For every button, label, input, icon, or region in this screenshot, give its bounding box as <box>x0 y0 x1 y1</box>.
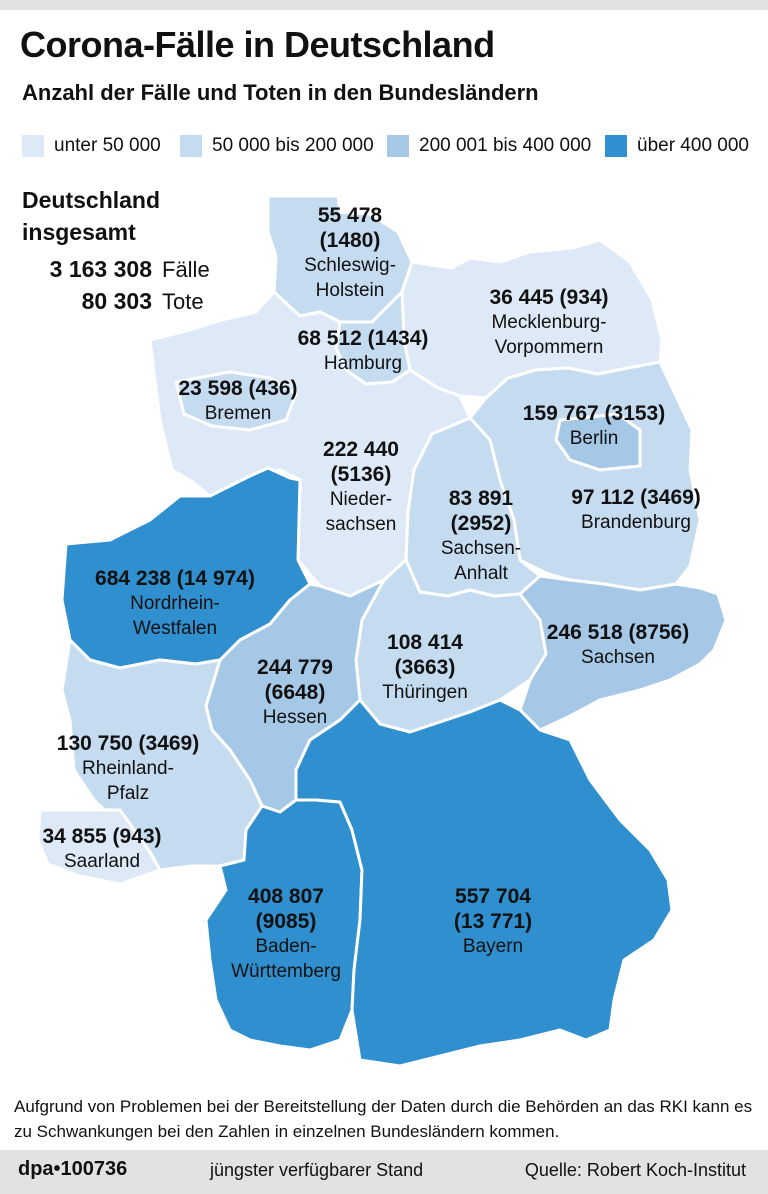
label-sachsen-anhalt: 83 891 (2952) Sachsen- Anhalt <box>441 486 521 586</box>
legend-label: unter 50 000 <box>54 135 161 156</box>
label-hamburg: 68 512 (1434) Hamburg <box>298 326 429 376</box>
total-cases-row: 3 163 308 Fälle <box>22 256 210 288</box>
state-name: Baden- <box>255 936 317 957</box>
state-name: Thüringen <box>382 682 468 703</box>
legend-swatch <box>387 135 409 157</box>
data-stand: jüngster verfügbarer Stand <box>210 1160 424 1180</box>
state-value: 159 767 (3153) <box>522 402 666 425</box>
state-name-line2: Westfalen <box>132 618 218 639</box>
total-deaths-row: 80 303 Tote <box>22 288 204 320</box>
state-bayern <box>294 698 674 1068</box>
state-bremen <box>174 370 298 432</box>
label-brandenburg: 97 112 (3469) Brandenburg <box>571 485 701 535</box>
footer-bar: dpa•100736 jüngster verfügbarer Stand Qu… <box>0 1150 768 1194</box>
label-baden-wuerttemberg: 408 807 (9085) Baden- Württemberg <box>231 884 341 984</box>
legend-item-under-50000: unter 50 000 <box>22 132 161 160</box>
state-name: Sachsen <box>581 647 655 668</box>
state-value: 83 891 <box>448 487 514 510</box>
label-rheinland-pfalz: 130 750 (3469) Rheinland- Pfalz <box>57 731 199 806</box>
state-name: Nordrhein- <box>130 593 220 614</box>
source: Quelle: Robert Koch-Institut <box>524 1160 746 1180</box>
state-value: 68 512 (1434) <box>297 327 429 350</box>
state-name-line2: Pfalz <box>106 783 150 804</box>
top-bar <box>0 0 768 10</box>
legend-label: über 400 000 <box>637 135 749 156</box>
state-value: 557 704 <box>455 885 531 908</box>
state-value: 23 598 (436) <box>178 377 298 400</box>
legend-swatch <box>22 135 44 157</box>
chart-subtitle: Anzahl der Fälle und Toten in den Bundes… <box>22 80 539 105</box>
total-deaths-label: Tote <box>162 289 204 314</box>
state-name: Schleswig- <box>304 255 396 276</box>
label-schleswig-holstein: 55 478 (1480) Schleswig- Holstein <box>304 203 396 303</box>
legend-swatch <box>180 135 202 157</box>
state-value: 97 112 (3469) <box>571 486 701 509</box>
state-name-line2: Holstein <box>315 280 385 301</box>
state-value: 34 855 (943) <box>42 825 162 848</box>
footnote: Aufgrund von Problemen bei der Bereitste… <box>14 1097 753 1141</box>
state-value: 130 750 (3469) <box>56 732 200 755</box>
state-value: 408 807 <box>248 885 324 908</box>
label-nordrhein-westfalen: 684 238 (14 974) Nordrhein- Westfalen <box>95 566 255 641</box>
chart-title: Corona-Fälle in Deutschland <box>20 24 495 65</box>
label-berlin: 159 767 (3153) Berlin <box>523 401 665 451</box>
state-value: 222 440 <box>323 438 399 461</box>
total-cases-label: Fälle <box>162 257 210 282</box>
legend-label: 200 001 bis 400 000 <box>419 135 592 156</box>
agency-id: dpa•100736 <box>18 1158 128 1180</box>
total-cases-value: 3 163 308 <box>49 256 152 282</box>
state-saarland <box>36 808 162 886</box>
state-name-line2: Württemberg <box>231 961 341 982</box>
state-name: Brandenburg <box>581 512 691 533</box>
state-value: 684 238 (14 974) <box>95 567 255 590</box>
label-saarland: 34 855 (943) Saarland <box>42 824 161 874</box>
state-value: 244 779 <box>257 656 333 679</box>
state-name: Sachsen- <box>440 538 522 559</box>
label-niedersachsen: 222 440 (5136) Nieder- sachsen <box>323 437 399 537</box>
state-name: Mecklenburg- <box>491 312 607 333</box>
state-value-deaths: (6648) <box>264 681 326 704</box>
legend-item-over-400000: über 400 000 <box>605 132 749 160</box>
state-name: Bayern <box>462 936 524 957</box>
state-name: Berlin <box>569 428 619 449</box>
state-value-deaths: (1480) <box>319 229 381 252</box>
state-name: Rheinland- <box>82 758 174 779</box>
label-sachsen: 246 518 (8756) Sachsen <box>547 620 689 670</box>
label-bremen: 23 598 (436) Bremen <box>178 376 297 426</box>
total-heading: Deutschland insgesamt <box>22 184 160 248</box>
state-value: 108 414 <box>387 631 463 654</box>
state-value: 246 518 (8756) <box>546 621 690 644</box>
legend: unter 50 000 50 000 bis 200 000 200 001 … <box>22 132 752 160</box>
state-name: Hessen <box>262 707 328 728</box>
label-bayern: 557 704 (13 771) Bayern <box>454 884 532 959</box>
state-value-deaths: (5136) <box>330 463 392 486</box>
state-value: 36 445 (934) <box>489 286 609 309</box>
state-value-deaths: (9085) <box>255 910 317 933</box>
state-value-deaths: (3663) <box>394 656 456 679</box>
total-heading-line2: insgesamt <box>22 219 136 245</box>
state-value-deaths: (13 771) <box>453 910 533 933</box>
legend-label: 50 000 bis 200 000 <box>212 135 374 156</box>
legend-swatch <box>605 135 627 157</box>
total-heading-line1: Deutschland <box>22 187 161 213</box>
state-name-line2: Vorpommern <box>494 337 604 358</box>
label-hessen: 244 779 (6648) Hessen <box>257 655 333 730</box>
state-value-deaths: (2952) <box>450 512 512 535</box>
state-name: Nieder- <box>329 489 393 510</box>
state-name-line2: Anhalt <box>454 563 508 584</box>
state-name: Hamburg <box>323 353 403 374</box>
state-value: 55 478 <box>317 204 383 227</box>
state-name: Bremen <box>204 403 272 424</box>
label-mecklenburg-vorpommern: 36 445 (934) Mecklenburg- Vorpommern <box>489 285 608 360</box>
state-name: Saarland <box>63 851 141 872</box>
state-name-line2: sachsen <box>325 514 397 535</box>
total-deaths-value: 80 303 <box>81 288 152 314</box>
label-thueringen: 108 414 (3663) Thüringen <box>382 630 468 705</box>
legend-item-50000-200000: 50 000 bis 200 000 <box>180 132 374 160</box>
state-sachsen <box>518 574 728 732</box>
legend-item-200001-400000: 200 001 bis 400 000 <box>387 132 591 160</box>
